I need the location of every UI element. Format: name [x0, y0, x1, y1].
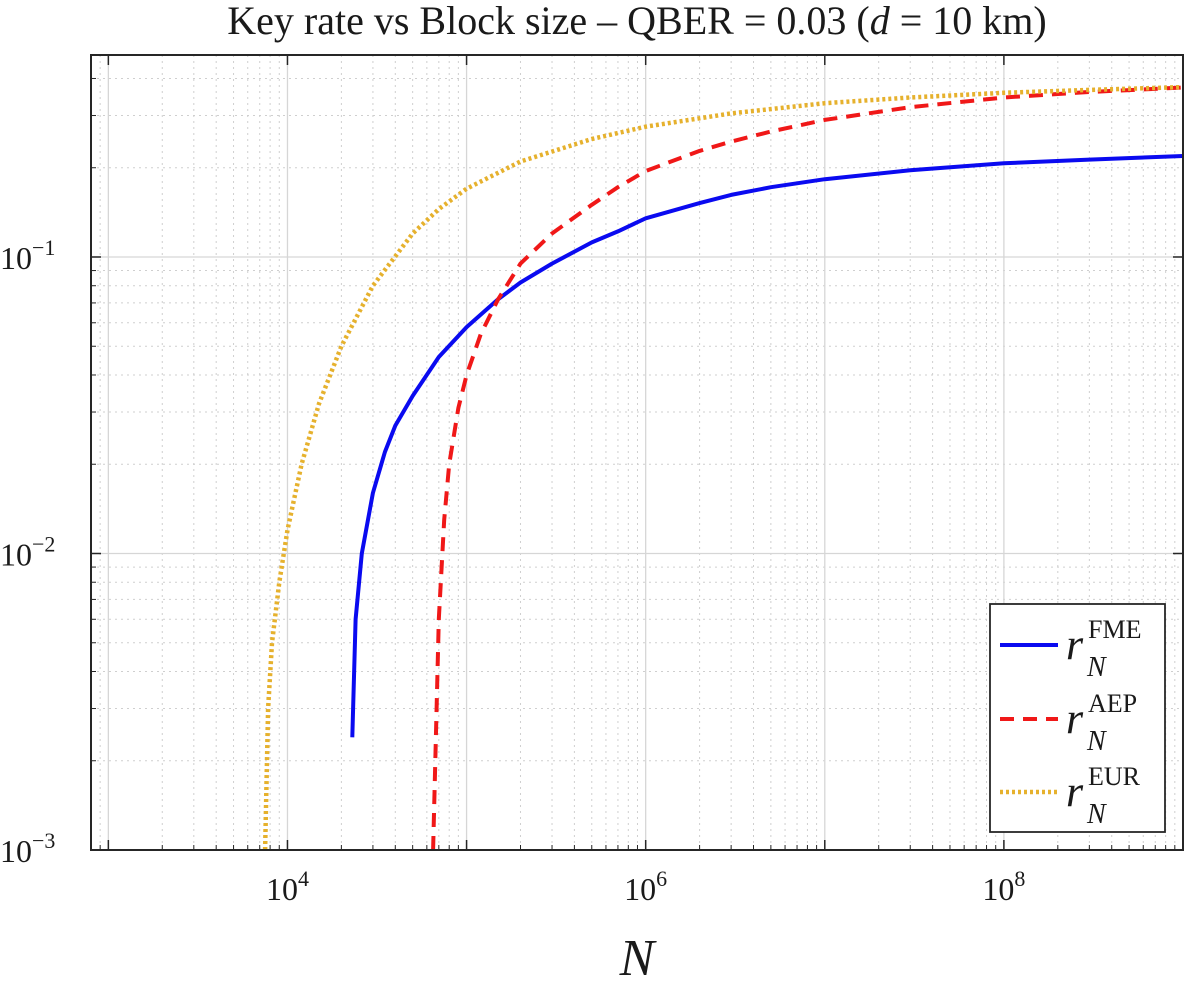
y-tick-label: 10−2 — [0, 531, 55, 572]
legend-label-aep: r — [1066, 694, 1084, 743]
legend-label-eur: r — [1066, 767, 1084, 816]
x-tick-label: 106 — [624, 866, 667, 907]
legend-sub-eur: N — [1086, 799, 1107, 830]
series-line-aep — [431, 85, 1183, 850]
legend-sub-fme: N — [1086, 652, 1107, 683]
minor-gridlines — [90, 55, 1183, 850]
axis-ticks: 104 106 108 10−1 10−2 10−3 — [0, 55, 1184, 907]
legend-sup-eur: EUR — [1088, 762, 1141, 791]
legend-entry-aep: r AEP N — [1000, 689, 1137, 757]
legend-sup-fme: FME — [1088, 615, 1141, 644]
y-tick-label: 10−3 — [0, 828, 55, 869]
series-line-fme — [350, 154, 1183, 738]
series-layer — [262, 84, 1183, 850]
y-tick-label: 10−1 — [0, 235, 55, 276]
legend-label-fme: r — [1066, 620, 1084, 669]
x-axis-label: N — [619, 930, 658, 982]
x-tick-label: 104 — [266, 866, 309, 907]
legend-sub-aep: N — [1086, 726, 1107, 757]
chart-title: Key rate vs Block size – QBER = 0.03 (d … — [227, 0, 1046, 43]
legend-entry-eur: r EUR N — [1000, 762, 1141, 830]
legend: r FME N r AEP N r EUR N — [989, 603, 1166, 833]
legend-sup-aep: AEP — [1088, 689, 1137, 718]
x-tick-label: 108 — [982, 866, 1025, 907]
legend-entry-fme: r FME N — [1000, 615, 1141, 683]
